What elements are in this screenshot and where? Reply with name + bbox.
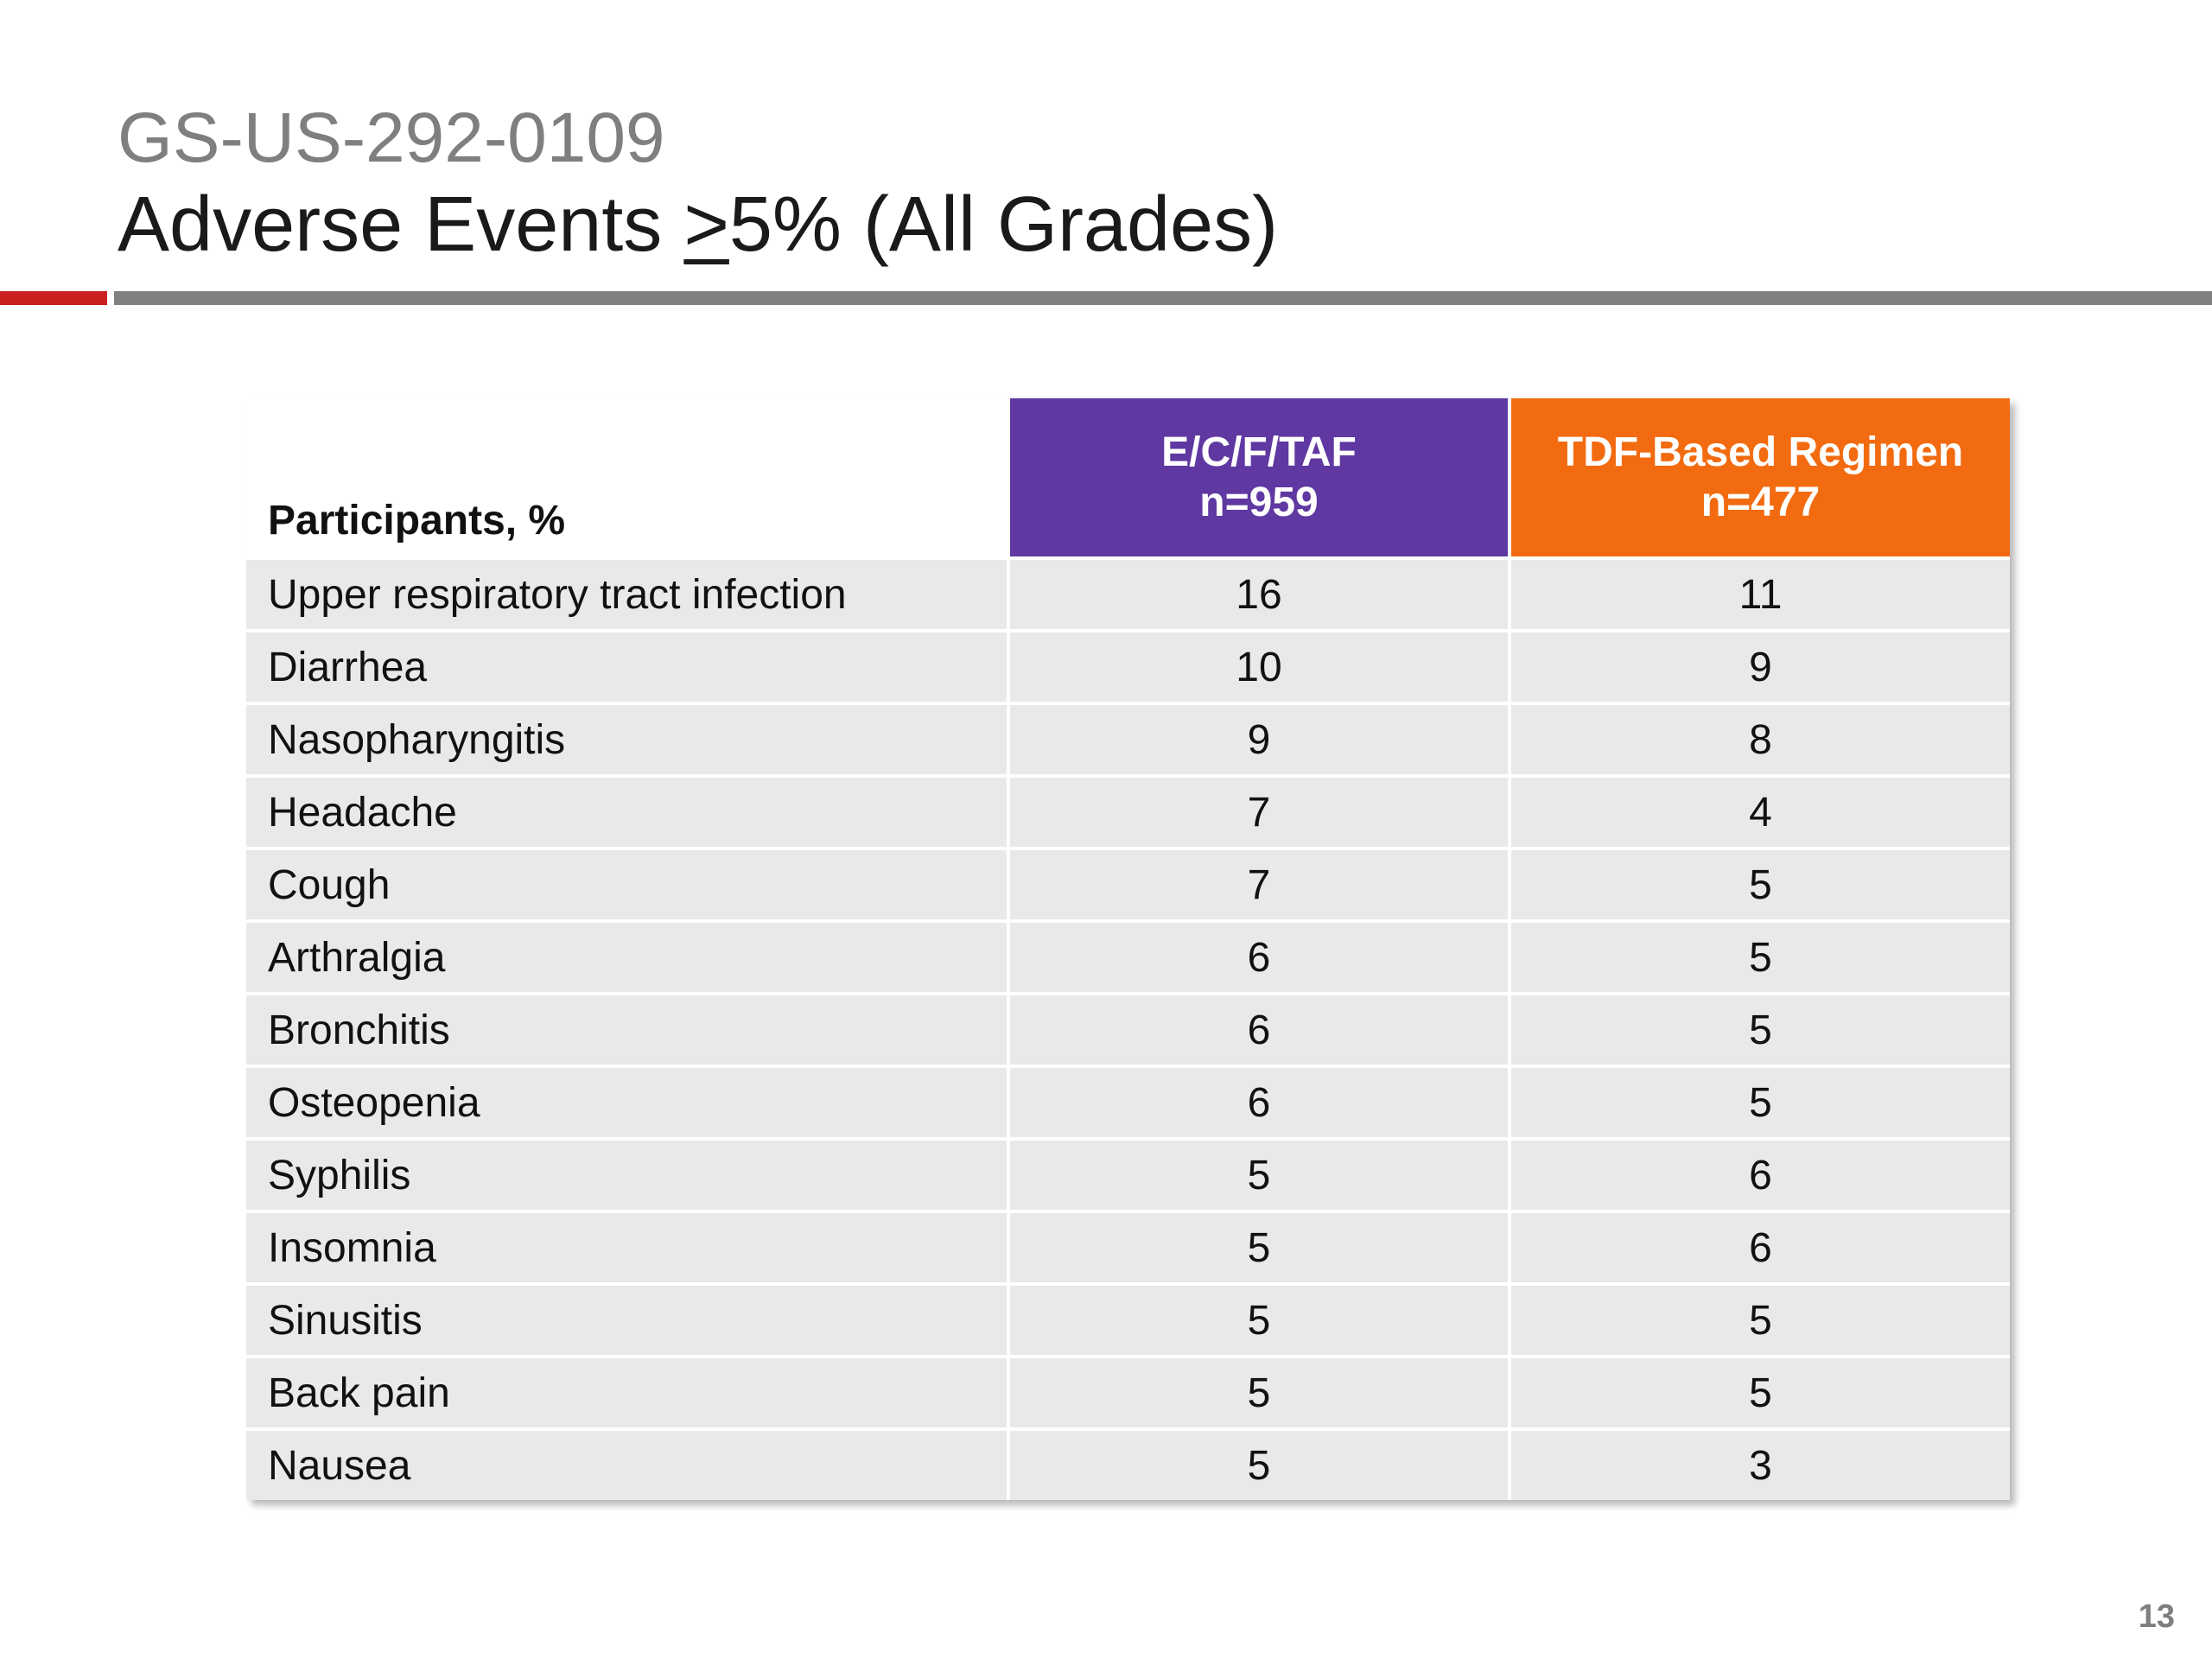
ecftaf-percent: 16 — [1007, 556, 1510, 631]
column-header-ecftaf: E/C/F/TAF n=959 — [1007, 398, 1510, 558]
event-name: Arthralgia — [246, 919, 1008, 994]
table-row: Headache 7 4 — [246, 774, 2010, 849]
ecftaf-percent: 6 — [1007, 1065, 1510, 1139]
ecftaf-percent: 5 — [1007, 1282, 1510, 1357]
table-row: Upper respiratory tract infection 16 11 — [246, 556, 2010, 631]
ecftaf-percent: 5 — [1007, 1427, 1510, 1500]
event-name: Syphilis — [246, 1137, 1008, 1211]
table-row: Nausea 5 3 — [246, 1427, 2010, 1500]
title-geq-symbol: > — [683, 181, 729, 268]
event-name: Bronchitis — [246, 992, 1008, 1066]
event-name: Upper respiratory tract infection — [246, 556, 1008, 631]
study-id: GS-US-292-0109 — [118, 99, 665, 177]
tdf-percent: 6 — [1508, 1137, 2010, 1211]
tdf-percent: 5 — [1508, 919, 2010, 994]
table-row: Arthralgia 6 5 — [246, 919, 2010, 994]
slide-title: Adverse Events >5% (All Grades) — [118, 180, 1278, 270]
column-header-name: E/C/F/TAF — [1161, 429, 1357, 475]
event-name: Headache — [246, 774, 1008, 849]
ecftaf-percent: 7 — [1007, 847, 1510, 921]
tdf-percent: 5 — [1508, 1065, 2010, 1139]
table-row: Nasopharyngitis 9 8 — [246, 702, 2010, 776]
table-header-row: Participants, % E/C/F/TAF n=959 TDF-Base… — [246, 398, 2010, 558]
column-header-n: n=477 — [1700, 479, 1821, 525]
column-header-n: n=959 — [1199, 479, 1319, 525]
tdf-percent: 5 — [1508, 1282, 2010, 1357]
table-row: Bronchitis 6 5 — [246, 992, 2010, 1066]
title-suffix: 5% (All Grades) — [728, 181, 1279, 268]
table-body: Upper respiratory tract infection 16 11 … — [246, 556, 2010, 1500]
ecftaf-percent: 5 — [1007, 1210, 1510, 1284]
ecftaf-percent: 10 — [1007, 629, 1510, 703]
tdf-percent: 5 — [1508, 1355, 2010, 1429]
title-block: GS-US-292-0109 Adverse Events >5% (All G… — [118, 97, 1278, 270]
event-name: Back pain — [246, 1355, 1008, 1429]
event-name: Osteopenia — [246, 1065, 1008, 1139]
adverse-events-table-container: Participants, % E/C/F/TAF n=959 TDF-Base… — [246, 398, 2010, 1500]
column-header-tdf-regimen: TDF-Based Regimen n=477 — [1508, 398, 2010, 558]
tdf-percent: 6 — [1508, 1210, 2010, 1284]
tdf-percent: 5 — [1508, 847, 2010, 921]
ecftaf-percent: 5 — [1007, 1137, 1510, 1211]
table-row: Osteopenia 6 5 — [246, 1065, 2010, 1139]
event-name: Diarrhea — [246, 629, 1008, 703]
event-name: Cough — [246, 847, 1008, 921]
page-number: 13 — [2138, 1599, 2175, 1635]
tdf-percent: 5 — [1508, 992, 2010, 1066]
title-prefix: Adverse Events — [118, 181, 684, 268]
ecftaf-percent: 6 — [1007, 992, 1510, 1066]
table-row: Syphilis 5 6 — [246, 1137, 2010, 1211]
table-row: Insomnia 5 6 — [246, 1210, 2010, 1284]
ecftaf-percent: 7 — [1007, 774, 1510, 849]
adverse-events-table: Participants, % E/C/F/TAF n=959 TDF-Base… — [246, 398, 2010, 1500]
event-name: Nausea — [246, 1427, 1008, 1500]
accent-rule-red — [0, 291, 107, 305]
event-name: Nasopharyngitis — [246, 702, 1008, 776]
table-row: Sinusitis 5 5 — [246, 1282, 2010, 1357]
row-header-label: Participants, % — [246, 398, 1008, 558]
tdf-percent: 3 — [1508, 1427, 2010, 1500]
ecftaf-percent: 6 — [1007, 919, 1510, 994]
ecftaf-percent: 9 — [1007, 702, 1510, 776]
table-row: Cough 7 5 — [246, 847, 2010, 921]
ecftaf-percent: 5 — [1007, 1355, 1510, 1429]
tdf-percent: 8 — [1508, 702, 2010, 776]
event-name: Sinusitis — [246, 1282, 1008, 1357]
accent-rule-gray — [114, 291, 2212, 305]
tdf-percent: 4 — [1508, 774, 2010, 849]
tdf-percent: 11 — [1508, 556, 2010, 631]
column-header-name: TDF-Based Regimen — [1557, 429, 1964, 475]
table-row: Back pain 5 5 — [246, 1355, 2010, 1429]
event-name: Insomnia — [246, 1210, 1008, 1284]
table-row: Diarrhea 10 9 — [246, 629, 2010, 703]
tdf-percent: 9 — [1508, 629, 2010, 703]
